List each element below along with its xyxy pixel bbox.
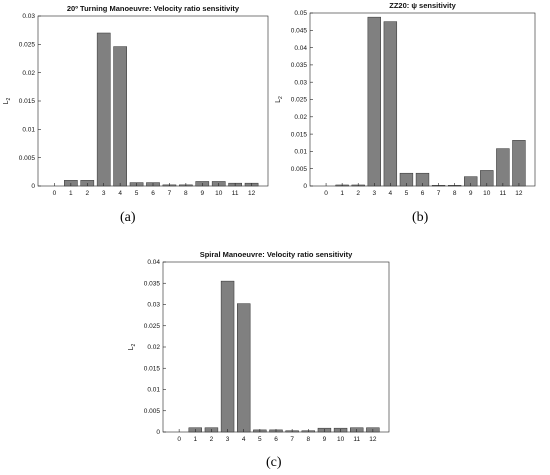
chart-c-xtick-label: 1 [193, 436, 197, 443]
chart-a-xtick-label: 10 [215, 190, 223, 197]
chart-a-ytick-label: 0.03 [22, 13, 35, 20]
chart-b-ytick-label: 0.025 [291, 97, 308, 104]
chart-b-ytick-label: 0.035 [291, 62, 308, 69]
chart-b-ytick-label: 0.01 [294, 149, 307, 156]
chart-c-xtick-label: 10 [337, 436, 345, 443]
chart-a-xtick-label: 3 [102, 190, 106, 197]
chart-a-ylabel: L2 [3, 97, 12, 104]
chart-c-ytick-label: 0 [156, 429, 160, 436]
chart-c-ytick-label: 0.035 [144, 280, 161, 287]
chart-b-xtick-label: 4 [389, 190, 393, 197]
chart-b-ytick-label: 0.05 [294, 10, 307, 17]
chart-a-xtick-label: 7 [168, 190, 172, 197]
chart-a-ytick-label: 0.015 [19, 98, 36, 105]
chart-c-xtick-label: 2 [210, 436, 214, 443]
chart-a-ytick-label: 0.02 [22, 70, 35, 77]
chart-a-xtick-label: 9 [200, 190, 204, 197]
chart-b-xtick-label: 7 [437, 190, 441, 197]
chart-c: Spiral Manoeuvre: Velocity ratio sensiti… [128, 250, 390, 443]
chart-a-xtick-label: 1 [69, 190, 73, 197]
chart-b-ytick-label: 0.03 [294, 79, 307, 86]
chart-b-ytick-label: 0.02 [294, 114, 307, 121]
chart-c-xtick-label: 5 [258, 436, 262, 443]
chart-b-xtick-label: 0 [324, 190, 328, 197]
chart-a-ytick-label: 0.01 [22, 127, 35, 134]
chart-a-xtick-label: 0 [53, 190, 57, 197]
chart-c-ylabel: L2 [128, 343, 137, 350]
chart-c-ytick-label: 0.025 [144, 323, 161, 330]
chart-b-xtick-label: 5 [405, 190, 409, 197]
chart-c-xtick-label: 8 [306, 436, 310, 443]
chart-b-ytick-label: 0.005 [291, 166, 308, 173]
chart-b-ytick-label: 0.045 [291, 28, 308, 35]
chart-c-xtick-label: 11 [353, 436, 360, 443]
chart-c-xtick-label: 7 [290, 436, 294, 443]
chart-a-ytick-label: 0 [31, 183, 35, 190]
chart-a-title: 20º Turning Manoeuvre: Velocity ratio se… [67, 4, 240, 13]
chart-b-xtick-label: 12 [515, 190, 523, 197]
chart-c-xtick-label: 6 [274, 436, 278, 443]
chart-a: 20º Turning Manoeuvre: Velocity ratio se… [3, 4, 269, 197]
chart-b-xtick-label: 1 [340, 190, 344, 197]
caption-a: (a) [120, 210, 136, 225]
chart-c-xtick-label: 9 [323, 436, 327, 443]
chart-b-xtick-label: 11 [499, 190, 506, 197]
chart-c-xtick-label: 4 [242, 436, 246, 443]
chart-c-ytick-label: 0.005 [144, 408, 161, 415]
chart-c-ytick-label: 0.02 [147, 344, 160, 351]
chart-c-xtick-label: 3 [226, 436, 230, 443]
chart-a-xtick-label: 8 [184, 190, 188, 197]
chart-c-ytick-label: 0.01 [147, 387, 160, 394]
chart-b-xtick-label: 3 [372, 190, 376, 197]
chart-c-bar-4 [237, 303, 251, 433]
caption-b: (b) [412, 210, 429, 225]
chart-b-title: ZZ20: ψ sensitivity [389, 1, 456, 10]
chart-a-xtick-label: 12 [248, 190, 256, 197]
chart-a-xtick-label: 2 [85, 190, 89, 197]
chart-c-xtick-label: 12 [369, 436, 377, 443]
chart-b-xtick-label: 6 [421, 190, 425, 197]
chart-c-bar-3 [220, 280, 235, 433]
chart-c-axes-box [162, 261, 390, 433]
chart-a-xtick-label: 11 [232, 190, 239, 197]
chart-c-ytick-label: 0.015 [144, 365, 161, 372]
chart-b-xtick-label: 8 [453, 190, 457, 197]
chart-c-title: Spiral Manoeuvre: Velocity ratio sensiti… [200, 250, 353, 259]
chart-a-xtick-label: 4 [118, 190, 122, 197]
chart-a-ytick-label: 0.025 [19, 42, 36, 49]
chart-a-xtick-label: 6 [151, 190, 155, 197]
chart-b-ylabel: L2 [275, 96, 284, 103]
chart-b: ZZ20: ψ sensitivity 0 0.005 0.01 0.015 0.02 0.… [275, 1, 536, 197]
chart-b-xtick-label: 2 [356, 190, 360, 197]
caption-c: (c) [266, 455, 282, 470]
chart-b-ytick-label: 0 [303, 183, 307, 190]
chart-b-xtick-label: 10 [483, 190, 491, 197]
chart-c-xtick-label: 0 [177, 436, 181, 443]
chart-a-xtick-label: 5 [135, 190, 139, 197]
chart-b-ytick-label: 0.04 [294, 45, 307, 52]
chart-b-ytick-label: 0.015 [291, 131, 308, 138]
chart-a-ytick-label: 0.005 [19, 155, 36, 162]
chart-c-ytick-label: 0.04 [147, 259, 160, 266]
chart-c-ytick-label: 0.03 [147, 302, 160, 309]
chart-b-xtick-label: 9 [469, 190, 473, 197]
